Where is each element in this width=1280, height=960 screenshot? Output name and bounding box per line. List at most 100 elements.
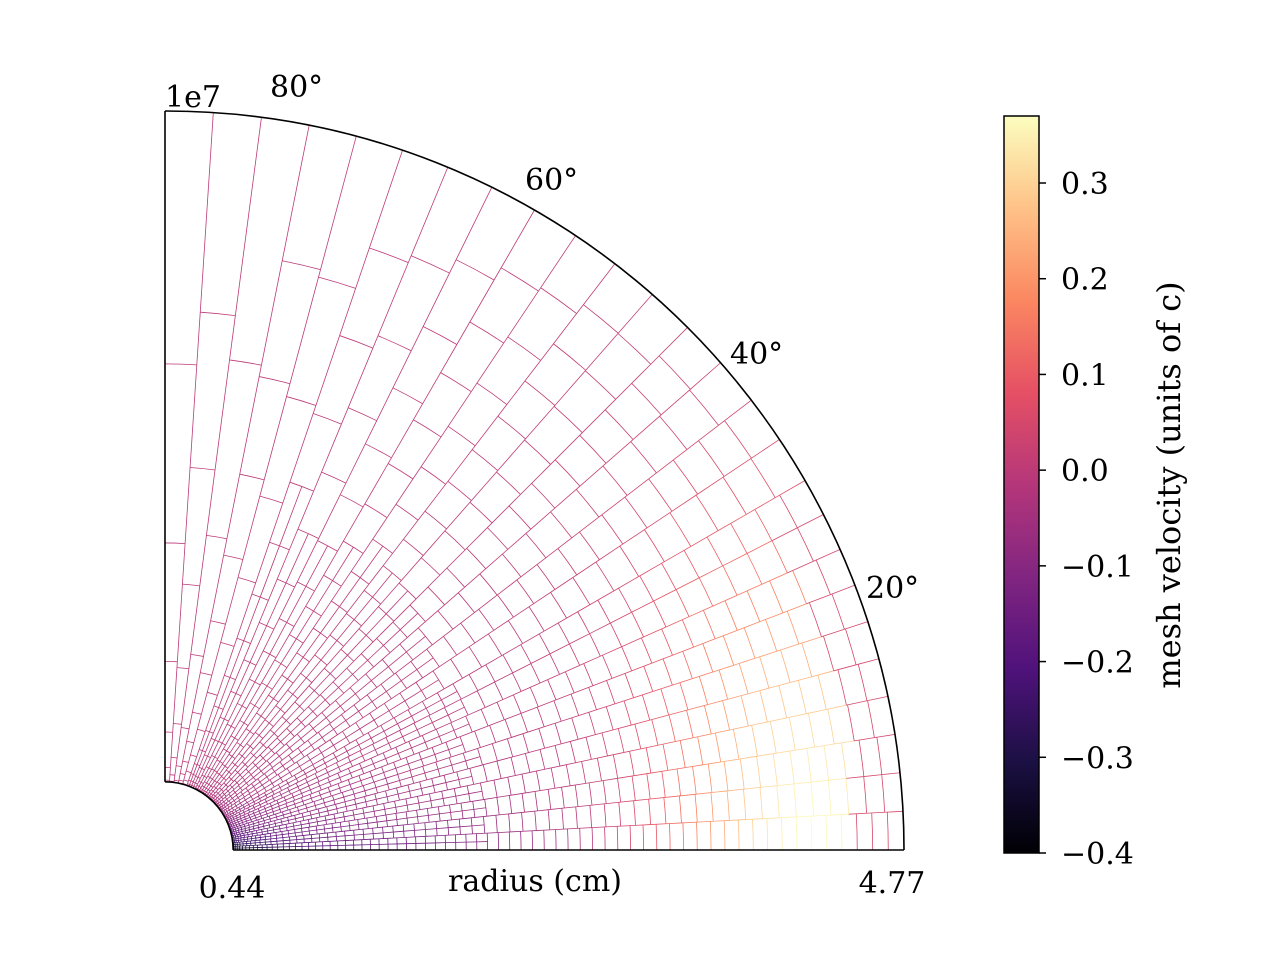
mesh-ray-segment <box>330 711 346 724</box>
mesh-ray-segment <box>345 803 356 807</box>
mesh-arc-segment <box>337 772 342 783</box>
mesh-ray-segment <box>273 790 282 795</box>
mesh-ray-segment <box>285 763 295 770</box>
mesh-arc-segment <box>571 717 579 740</box>
mesh-ray-segment <box>427 743 443 750</box>
mesh-ray-segment <box>397 790 410 795</box>
mesh-ray-segment <box>301 822 310 826</box>
mesh-ray-segment <box>327 612 348 639</box>
mesh-ray-segment <box>250 767 259 775</box>
mesh-arc-segment <box>574 784 579 807</box>
mesh-ray-segment <box>389 786 402 791</box>
mesh-arc-segment <box>468 646 483 668</box>
mesh-ray-segment <box>289 781 299 787</box>
mesh-ray-segment <box>544 743 562 749</box>
mesh-ray-segment <box>374 808 385 812</box>
mesh-ray-segment <box>206 769 212 778</box>
r-min-label: 0.44 <box>199 871 266 906</box>
mesh-ray-segment <box>634 772 651 777</box>
mesh-arc-segment <box>251 783 256 790</box>
mesh-ray-segment <box>401 782 414 788</box>
mesh-ray-segment <box>459 825 472 828</box>
mesh-arc-segment <box>553 700 562 722</box>
mesh-arc-segment <box>474 731 481 748</box>
mesh-ray-segment <box>487 778 502 782</box>
mesh-ray-segment <box>253 744 264 756</box>
mesh-arc-segment <box>496 471 521 495</box>
mesh-arc-segment <box>422 701 431 716</box>
mesh-ray-segment <box>283 736 295 746</box>
mesh-arc-segment <box>759 656 770 689</box>
mesh-arc-segment <box>317 781 322 791</box>
mesh-ray-segment <box>238 820 242 823</box>
mesh-arc-segment <box>233 831 236 836</box>
mesh-ray-segment <box>252 832 258 835</box>
mesh-ray-segment <box>611 670 632 679</box>
mesh-ray-segment <box>195 765 201 776</box>
mesh-ray-segment <box>595 729 614 736</box>
mesh-ray-segment <box>377 826 388 829</box>
mesh-arc-segment <box>317 747 325 759</box>
mesh-ray-segment <box>202 731 210 751</box>
mesh-ray-segment <box>237 827 242 829</box>
mesh-ray-segment <box>399 612 419 631</box>
mesh-ray-segment <box>426 775 441 781</box>
mesh-ray-segment <box>273 678 288 699</box>
mesh-ray-segment <box>786 713 807 719</box>
mesh-arc-segment <box>329 634 344 647</box>
mesh-ray-segment <box>585 332 619 371</box>
mesh-ray-segment <box>269 816 277 820</box>
mesh-ray-segment <box>467 707 486 716</box>
mesh-ray-segment <box>355 801 366 805</box>
mesh-arc-segment <box>797 680 807 714</box>
mesh-ray-segment <box>447 706 465 716</box>
mesh-ray-segment <box>729 725 749 731</box>
mesh-ray-segment <box>455 793 469 797</box>
mesh-arc-segment <box>589 805 593 828</box>
mesh-arc-segment <box>661 563 677 590</box>
mesh-ray-segment <box>456 279 495 345</box>
mesh-ray-segment <box>230 817 234 819</box>
mesh-arc-segment <box>569 741 576 763</box>
mesh-ray-segment <box>497 831 511 833</box>
mesh-arc-segment <box>399 730 406 744</box>
mesh-ray-segment <box>227 811 231 814</box>
mesh-arc-segment <box>781 817 783 851</box>
mesh-arc-segment <box>164 363 197 366</box>
mesh-ray-segment <box>336 806 347 810</box>
mesh-ray-segment <box>349 824 359 827</box>
mesh-ray-segment <box>407 802 419 806</box>
mesh-ray-segment <box>711 729 730 735</box>
mesh-ray-segment <box>274 781 284 788</box>
mesh-ray-segment <box>293 824 302 827</box>
mesh-ray-segment <box>539 787 555 791</box>
mesh-ray-segment <box>515 772 530 776</box>
mesh-ray-segment <box>439 654 457 668</box>
mesh-arc-segment <box>487 633 503 656</box>
mesh-ray-segment <box>169 767 171 781</box>
mesh-ray-segment <box>218 796 222 800</box>
mesh-ray-segment <box>405 735 421 744</box>
mesh-arc-segment <box>355 722 364 736</box>
mesh-ray-segment <box>239 833 243 835</box>
mesh-ray-segment <box>286 586 307 623</box>
mesh-arc-segment <box>287 689 299 699</box>
mesh-arc-segment <box>259 622 275 630</box>
mesh-ray-segment <box>402 729 418 738</box>
mesh-ray-segment <box>377 717 394 728</box>
mesh-ray-segment <box>206 789 209 793</box>
mesh-ray-segment <box>237 805 243 809</box>
mesh-ray-segment <box>631 719 650 726</box>
mesh-ray-segment <box>550 432 583 465</box>
mesh-arc-segment <box>534 791 538 811</box>
inner-boundary-arc <box>164 781 234 851</box>
mesh-ray-segment <box>249 803 256 808</box>
mesh-arc-segment <box>786 611 800 645</box>
mesh-ray-segment <box>620 824 636 827</box>
mesh-ray-segment <box>230 792 236 797</box>
mesh-ray-segment <box>372 572 393 598</box>
mesh-ray-segment <box>421 679 439 691</box>
mesh-ray-segment <box>241 818 246 821</box>
mesh-ray-segment <box>794 781 812 785</box>
mesh-ray-segment <box>387 759 401 765</box>
